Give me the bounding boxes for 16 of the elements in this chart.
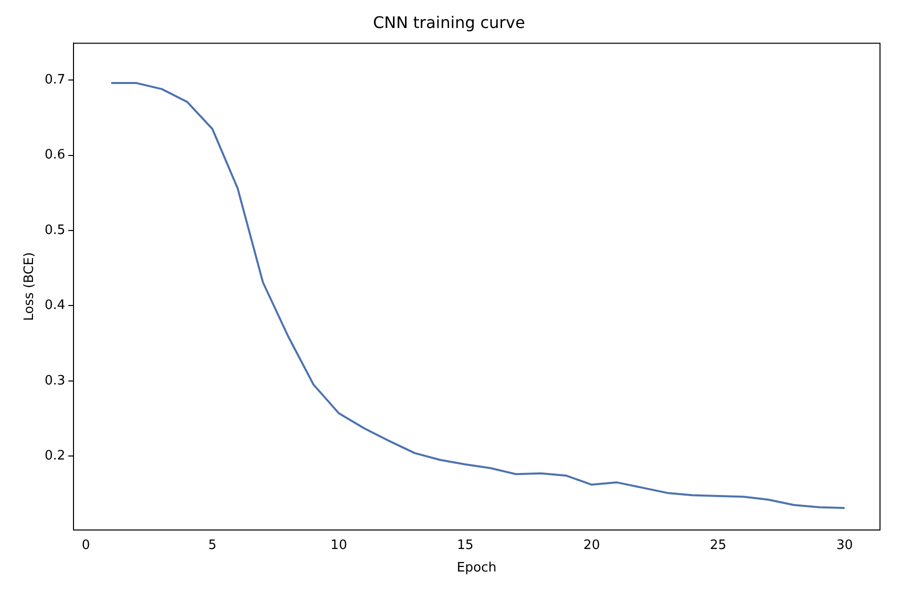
y-axis-title: Loss (BCE) bbox=[22, 252, 38, 321]
x-tick-label: 30 bbox=[836, 538, 853, 553]
x-axis-title: Epoch bbox=[456, 560, 497, 576]
y-tick-label: 0.3 bbox=[44, 373, 66, 388]
x-tick-label: 15 bbox=[456, 538, 474, 553]
x-tick-label: 25 bbox=[710, 538, 726, 553]
x-tick-label: 10 bbox=[330, 538, 348, 553]
x-tick-label: 20 bbox=[583, 538, 600, 553]
chart-title: CNN training curve bbox=[372, 12, 526, 32]
y-tick-label: 0.4 bbox=[44, 298, 66, 314]
y-tick-label: 0.5 bbox=[44, 222, 66, 238]
y-tick-label: 0.7 bbox=[44, 72, 66, 88]
y-tick-label: 0.2 bbox=[44, 448, 66, 464]
x-tick-label: 0 bbox=[82, 538, 90, 553]
x-tick-label: 5 bbox=[208, 538, 217, 553]
y-tick-label: 0.6 bbox=[44, 148, 66, 163]
